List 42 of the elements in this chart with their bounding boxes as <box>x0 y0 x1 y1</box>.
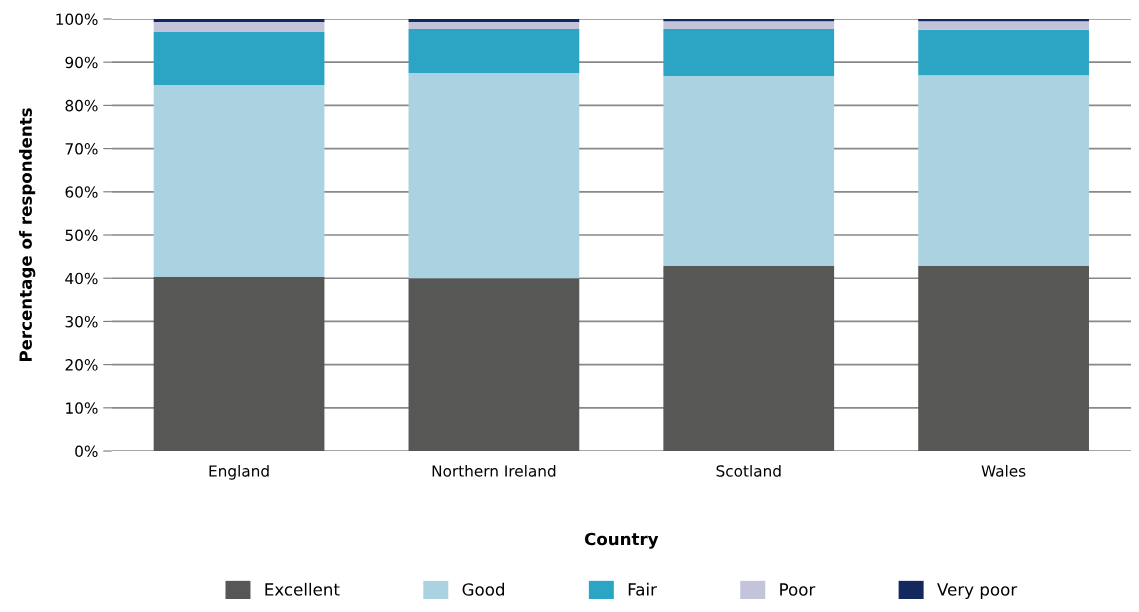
bar <box>153 31 325 86</box>
y-tick-label: 40% <box>65 272 98 285</box>
legend-label: Good <box>462 582 504 596</box>
legend-label: Poor <box>780 583 816 596</box>
bar <box>408 278 580 452</box>
y-tick-label: 80% <box>65 99 98 112</box>
bar <box>408 22 580 29</box>
bar <box>663 28 835 77</box>
bar <box>663 76 835 267</box>
bar <box>663 21 835 29</box>
x-tick-label: Wales <box>981 464 1026 477</box>
y-tick-label: 10% <box>66 402 98 414</box>
x-axis-title: Country <box>584 532 659 549</box>
y-tick-label: 0% <box>75 445 98 458</box>
y-tick-label: 30% <box>65 315 98 328</box>
y-tick-label: 100% <box>56 13 98 25</box>
bar <box>918 266 1089 452</box>
bar <box>918 21 1089 30</box>
y-tick-label: 90% <box>65 56 98 69</box>
bar <box>918 29 1089 76</box>
bar <box>153 22 325 32</box>
y-tick-label: 60% <box>65 186 98 198</box>
bar <box>153 85 325 277</box>
bar <box>918 75 1089 267</box>
legend-label: Fair <box>628 582 657 596</box>
x-tick-label: Northern Ireland <box>432 464 556 477</box>
y-axis-title: Percentage of respondents <box>19 108 36 362</box>
bar <box>153 18 325 22</box>
bar <box>663 18 835 22</box>
y-tick-label: 70% <box>65 143 98 155</box>
bar <box>918 18 1089 22</box>
bar <box>408 18 580 22</box>
x-tick-label: Scotland <box>716 464 781 477</box>
y-tick-label: 20% <box>65 359 98 371</box>
bar <box>408 72 580 279</box>
y-tick-label: 50% <box>65 229 98 242</box>
x-tick-label: England <box>209 464 269 480</box>
bar <box>663 266 835 452</box>
legend-label: Very poor <box>937 583 1018 599</box>
bar <box>408 28 580 73</box>
legend-label: Excellent <box>265 582 340 596</box>
bar <box>153 276 325 452</box>
